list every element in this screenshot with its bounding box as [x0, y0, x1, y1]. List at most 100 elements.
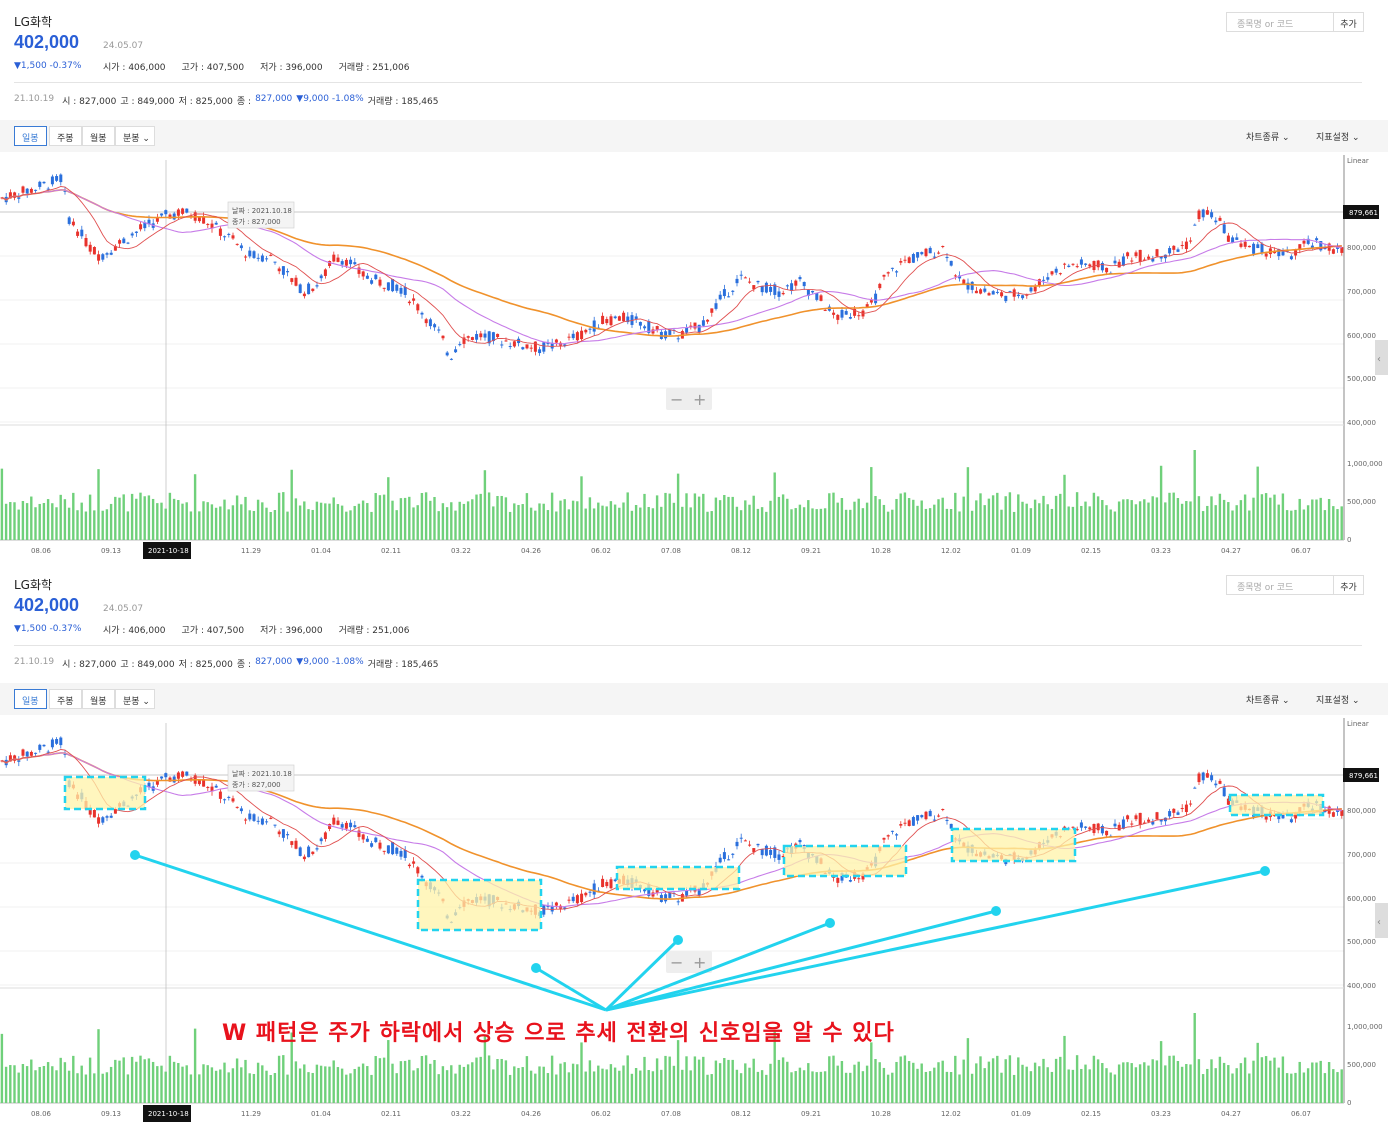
volume-bar	[1235, 505, 1238, 540]
volume-bar	[681, 1069, 684, 1103]
current-value-badge	[1343, 205, 1379, 219]
volume-bar	[508, 511, 512, 540]
info-open: 시 : 827,000	[62, 660, 117, 670]
volume-bar	[920, 1063, 923, 1103]
volume-bar	[576, 501, 579, 540]
candle-body	[857, 878, 861, 880]
volume-bar	[1327, 499, 1331, 540]
volume-bar	[1189, 501, 1192, 540]
candle-body	[126, 242, 130, 244]
candle-body	[244, 819, 248, 821]
candle-body	[1142, 822, 1146, 824]
candle-body	[1050, 271, 1054, 275]
w-pattern-annotations	[63, 775, 1325, 1012]
candle-body	[202, 779, 206, 787]
volume-bar	[672, 1065, 676, 1103]
pointer-line	[535, 966, 607, 1012]
search-input[interactable]: 종목명 or 코드	[1226, 12, 1334, 32]
volume-bar	[46, 1062, 50, 1103]
volume-bar	[613, 1067, 617, 1103]
volume-bar	[643, 493, 646, 540]
volume-bar	[811, 1071, 814, 1103]
volume-bar	[135, 1061, 138, 1103]
tab-daily[interactable]: 일봉	[14, 689, 47, 709]
x-tick-label: 09.13	[101, 1110, 121, 1118]
add-button[interactable]: 추가	[1334, 12, 1364, 32]
volume-bar	[1075, 492, 1079, 540]
candle-body	[542, 905, 546, 915]
volume-bar	[408, 496, 411, 540]
candle-body	[336, 820, 340, 825]
pointer-dot	[991, 906, 1001, 916]
volume-bar	[219, 1069, 222, 1103]
volume-bar	[1155, 1060, 1159, 1103]
candle-body	[718, 857, 722, 863]
indicator-settings-menu[interactable]: 지표설정 ⌄	[1316, 693, 1360, 706]
candle-body	[1084, 263, 1088, 265]
volume-bar	[416, 505, 419, 540]
tab-minute[interactable]: 분봉 ⌄	[115, 689, 155, 709]
candle-body	[1126, 815, 1130, 820]
tab-minute[interactable]: 분봉 ⌄	[115, 126, 155, 146]
volume-bar	[1038, 503, 1041, 540]
info-close: 827,000	[255, 94, 293, 104]
indicator-settings-menu[interactable]: 지표설정 ⌄	[1316, 130, 1360, 143]
search-input[interactable]: 종목명 or 코드	[1226, 575, 1334, 595]
volume-bar	[991, 495, 995, 540]
candle-body	[1121, 256, 1125, 266]
candle-body	[1092, 261, 1096, 271]
tooltip-box	[227, 201, 295, 229]
volume-bar	[555, 511, 558, 540]
candle-body	[1151, 258, 1155, 262]
stock-chart[interactable]: Linear 800,000 700,000 600,000 500,000 400,00…	[0, 155, 1388, 562]
chart-type-menu[interactable]: 차트종류 ⌄	[1246, 693, 1290, 706]
volume-bar	[139, 1055, 142, 1103]
chart-type-menu[interactable]: 차트종류 ⌄	[1246, 130, 1290, 143]
stock-chart-annotated[interactable]: Linear 800,000 700,000 600,000 500,000 400,00…	[0, 718, 1388, 1125]
volume-bar	[882, 1067, 886, 1103]
candle-body	[1063, 263, 1067, 265]
volume-bar	[1117, 1064, 1121, 1103]
volume-bar	[1130, 1063, 1133, 1103]
volume-bar	[252, 510, 256, 540]
tab-weekly[interactable]: 주봉	[49, 126, 82, 146]
candle-body	[710, 308, 714, 313]
volume-bar	[555, 1074, 558, 1103]
volume-bar	[332, 497, 335, 540]
volume-bar	[832, 492, 835, 540]
volume-bar	[458, 501, 461, 540]
chart-toolbar	[0, 683, 1388, 715]
volume-bar	[303, 501, 306, 540]
volume-bar	[760, 1070, 764, 1103]
candle-body	[307, 846, 311, 858]
volume-bar	[67, 1070, 71, 1103]
candle-body	[664, 331, 668, 339]
candle-body	[307, 283, 311, 295]
candle-body	[924, 811, 928, 820]
candle-body	[1214, 220, 1218, 223]
volume-bar	[349, 1073, 352, 1103]
tab-weekly[interactable]: 주봉	[49, 689, 82, 709]
volume-bar	[399, 1061, 403, 1103]
tab-monthly[interactable]: 월봉	[82, 126, 115, 146]
candle-body	[328, 823, 332, 829]
x-tick-label: 09.21	[801, 547, 821, 555]
stat-high: 고가 : 407,500	[181, 626, 245, 636]
candle-body	[1147, 819, 1151, 822]
volume-bar	[256, 1062, 260, 1103]
candle-body	[252, 814, 256, 821]
volume-bar	[307, 1072, 310, 1103]
volume-bar	[529, 1070, 533, 1103]
info-date: 21.10.19	[14, 657, 55, 667]
tab-monthly[interactable]: 월봉	[82, 689, 115, 709]
candle-body	[370, 843, 374, 847]
candle-body	[277, 831, 281, 835]
candle-body	[323, 832, 327, 839]
candle-body	[743, 277, 747, 279]
volume-bar	[340, 505, 344, 540]
candle-body	[1210, 775, 1214, 781]
volume-bar	[168, 1055, 172, 1103]
add-button[interactable]: 추가	[1334, 575, 1364, 595]
tab-daily[interactable]: 일봉	[14, 126, 47, 146]
ma-line-long	[1, 752, 1342, 900]
